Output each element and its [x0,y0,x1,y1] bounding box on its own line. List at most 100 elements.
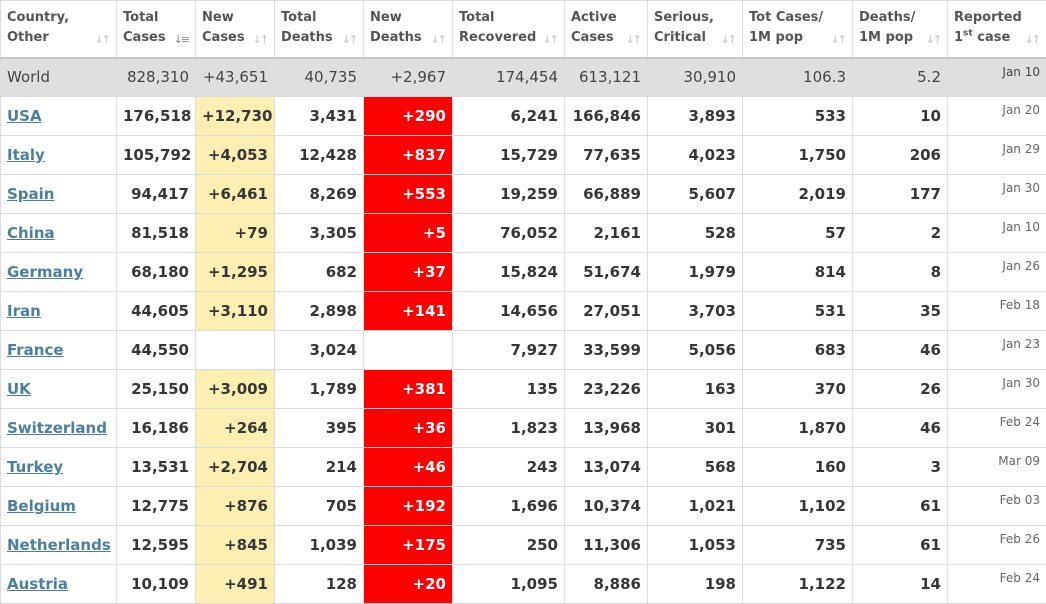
country-link[interactable]: UK [7,380,31,398]
table-row: Switzerland 16,186 +264 395 +36 1,823 13,968 30… [0,408,1046,448]
column-header-line2: 1st case [954,28,1040,48]
sort-arrows-icon[interactable]: ↓↑ [94,32,112,46]
column-header-new-deaths[interactable]: New Deaths ↓↑ [363,0,453,59]
new-deaths-cell: +2,967 [363,57,453,97]
reported-first-cell: Jan 20 [947,96,1046,136]
country-link[interactable]: Belgium [7,497,76,515]
new-deaths-cell: +36 [363,408,453,448]
table-row: Turkey 13,531 +2,704 214 +46 243 13,074 568 160 3… [0,447,1046,487]
column-header-total-cases[interactable]: Total Cases ↓≡ [116,0,196,59]
total-deaths-cell: 214 [274,447,364,487]
total-recovered-cell: 76,052 [452,213,565,253]
total-cases-cell: 44,605 [116,291,196,331]
tot-cases-1m-cell: 735 [742,525,853,565]
sort-arrows-icon[interactable]: ↓↑ [341,32,359,46]
column-header-reported-first[interactable]: Reported 1st case ↓↑ [947,0,1046,59]
country-link[interactable]: Italy [7,146,45,164]
column-header-active-cases[interactable]: Active Cases ↓↑ [564,0,648,59]
sort-arrows-icon[interactable]: ↓↑ [430,32,448,46]
reported-first-cell: Mar 09 [947,447,1046,487]
tot-cases-1m-cell: 531 [742,291,853,331]
sort-arrows-icon[interactable]: ↓↑ [1024,32,1042,46]
country-cell: Spain [0,174,117,214]
country-link[interactable]: Spain [7,185,55,203]
sort-arrows-icon[interactable]: ↓↑ [720,32,738,46]
country-link[interactable]: USA [7,107,42,125]
country-cell: Belgium [0,486,117,526]
new-cases-cell: +4,053 [195,135,275,175]
deaths-1m-cell: 10 [852,96,948,136]
country-link[interactable]: Netherlands [7,536,111,554]
column-header-tot-cases-1m[interactable]: Tot Cases/1M pop ↓↑ [742,0,853,59]
column-header-total-deaths[interactable]: Total Deaths ↓↑ [274,0,364,59]
serious-critical-cell: 5,056 [647,330,743,370]
sort-arrows-icon[interactable]: ↓↑ [925,32,943,46]
table-body: World 828,310 +43,651 40,735 +2,967 174,454 61… [0,57,1046,604]
new-cases-cell: +12,730 [195,96,275,136]
new-deaths-cell [363,330,453,370]
table-row: UK 25,150 +3,009 1,789 +381 135 23,226 163 370 26… [0,369,1046,409]
new-deaths-cell: +290 [363,96,453,136]
reported-first-cell: Feb 24 [947,408,1046,448]
country-link[interactable]: China [7,224,55,242]
total-deaths-cell: 3,305 [274,213,364,253]
column-header-total-recovered[interactable]: Total Recovered ↓↑ [452,0,565,59]
deaths-1m-cell: 61 [852,486,948,526]
tot-cases-1m-cell: 533 [742,96,853,136]
column-header-new-cases[interactable]: New Cases ↓↑ [195,0,275,59]
table-row: Italy 105,792 +4,053 12,428 +837 15,729 77,635… [0,135,1046,175]
sort-descending-icon[interactable]: ↓≡ [173,32,191,46]
tot-cases-1m-cell: 1,102 [742,486,853,526]
tot-cases-1m-cell: 683 [742,330,853,370]
column-header-country[interactable]: Country, Other ↓↑ [0,0,117,59]
active-cases-cell: 27,051 [564,291,648,331]
reported-first-cell: Jan 30 [947,174,1046,214]
column-header-line1: Reported [954,10,1022,25]
column-header-deaths-1m[interactable]: Deaths/1M pop ↓↑ [852,0,948,59]
column-header-serious-critical[interactable]: Serious, Critical ↓↑ [647,0,743,59]
total-deaths-cell: 2,898 [274,291,364,331]
column-header-line1: Deaths/ [859,10,916,25]
country-link[interactable]: Austria [7,575,69,593]
total-cases-cell: 81,518 [116,213,196,253]
country-link[interactable]: Turkey [7,458,64,476]
active-cases-cell: 10,374 [564,486,648,526]
reported-first-cell: Feb 03 [947,486,1046,526]
active-cases-cell: 66,889 [564,174,648,214]
new-cases-cell: +6,461 [195,174,275,214]
country-cell: Iran [0,291,117,331]
total-cases-cell: 176,518 [116,96,196,136]
deaths-1m-cell: 61 [852,525,948,565]
sort-arrows-icon[interactable]: ↓↑ [542,32,560,46]
total-cases-cell: 12,775 [116,486,196,526]
tot-cases-1m-cell: 1,750 [742,135,853,175]
sort-arrows-icon[interactable]: ↓↑ [252,32,270,46]
serious-critical-cell: 163 [647,369,743,409]
country-cell: France [0,330,117,370]
table-row: Belgium 12,775 +876 705 +192 1,696 10,374 1,021… [0,486,1046,526]
total-recovered-cell: 6,241 [452,96,565,136]
country-link[interactable]: Switzerland [7,419,107,437]
deaths-1m-cell: 14 [852,564,948,604]
column-header-line2: Cases [123,30,166,45]
column-header-line2: Critical [654,30,707,45]
total-deaths-cell: 1,789 [274,369,364,409]
total-cases-cell: 25,150 [116,369,196,409]
total-cases-cell: 12,595 [116,525,196,565]
deaths-1m-cell: 2 [852,213,948,253]
sort-arrows-icon[interactable]: ↓↑ [625,32,643,46]
reported-first-cell: Jan 10 [947,57,1046,97]
reported-first-cell: Jan 29 [947,135,1046,175]
country-link[interactable]: Iran [7,302,41,320]
country-link[interactable]: Germany [7,263,84,281]
total-cases-cell: 10,109 [116,564,196,604]
country-link[interactable]: France [7,341,64,359]
column-header-line1: New [202,10,234,25]
column-header-line2-post: case [972,30,1011,45]
total-cases-cell: 16,186 [116,408,196,448]
total-recovered-cell: 174,454 [452,57,565,97]
serious-critical-cell: 5,607 [647,174,743,214]
sort-arrows-icon[interactable]: ↓↑ [830,32,848,46]
table-row: Iran 44,605 +3,110 2,898 +141 14,656 27,051 3,7… [0,291,1046,331]
column-header-line2: Other [7,30,49,45]
